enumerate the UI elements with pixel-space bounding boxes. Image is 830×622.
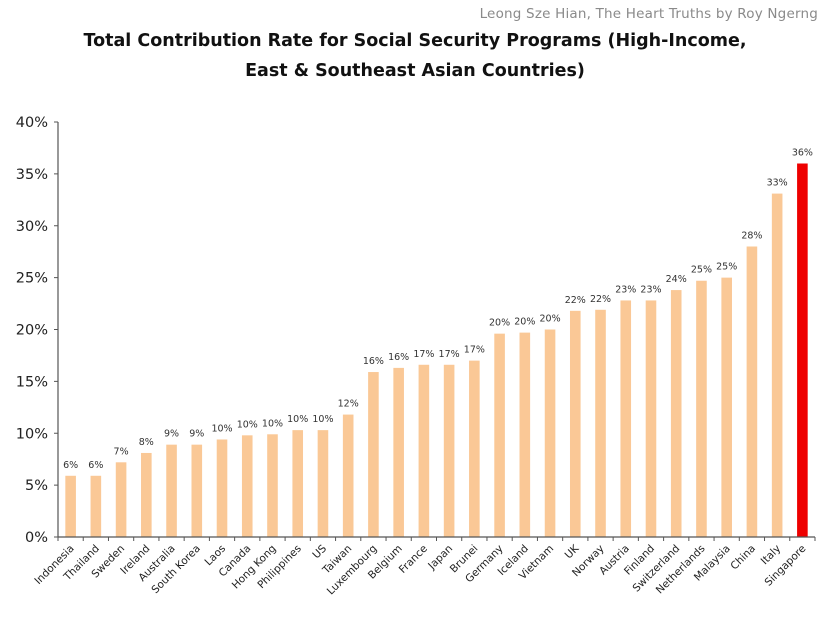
data-label: 10% bbox=[262, 418, 283, 429]
data-label: 25% bbox=[716, 262, 737, 273]
data-label: 23% bbox=[615, 284, 636, 295]
data-label: 8% bbox=[139, 437, 154, 448]
data-label: 36% bbox=[792, 148, 813, 159]
bar-iceland bbox=[519, 332, 531, 537]
bar-brunei bbox=[469, 360, 480, 537]
bars-group bbox=[65, 163, 808, 537]
y-tick-label: 20% bbox=[16, 323, 48, 339]
data-label: 24% bbox=[666, 274, 687, 285]
data-label: 33% bbox=[767, 178, 788, 189]
bar-taiwan bbox=[342, 414, 354, 537]
bar-south-korea bbox=[191, 444, 203, 537]
data-label: 17% bbox=[464, 345, 485, 356]
chart-title-line-2: East & Southeast Asian Countries) bbox=[245, 61, 585, 81]
bar-germany bbox=[494, 333, 505, 537]
x-tick-label: China bbox=[728, 543, 758, 573]
data-label: 10% bbox=[237, 419, 258, 430]
data-label: 25% bbox=[691, 265, 712, 276]
bar-italy bbox=[771, 193, 783, 537]
bar-philippines bbox=[292, 430, 304, 537]
x-tick-label: France bbox=[397, 543, 430, 576]
bar-thailand bbox=[90, 475, 102, 537]
x-tick-label: US bbox=[310, 542, 329, 561]
bar-sweden bbox=[115, 462, 127, 537]
data-label: 17% bbox=[413, 349, 434, 360]
bar-ireland bbox=[141, 452, 152, 537]
bar-france bbox=[418, 364, 430, 537]
bar-netherlands bbox=[696, 280, 707, 537]
data-label: 28% bbox=[741, 231, 762, 242]
data-label: 6% bbox=[63, 460, 78, 471]
data-label: 16% bbox=[388, 352, 409, 363]
chart-title: Total Contribution Rate for Social Secur… bbox=[0, 26, 830, 86]
bar-luxembourg bbox=[368, 372, 379, 537]
data-label: 6% bbox=[88, 460, 103, 471]
y-tick-label: 30% bbox=[16, 219, 48, 235]
bar-vietnam bbox=[544, 329, 556, 537]
data-label: 10% bbox=[312, 414, 333, 425]
data-label: 20% bbox=[489, 318, 510, 329]
bar-belgium bbox=[393, 367, 404, 537]
data-label: 20% bbox=[539, 314, 560, 325]
bar-us bbox=[317, 430, 329, 537]
bar-laos bbox=[216, 439, 228, 537]
chart-title-line-1: Total Contribution Rate for Social Secur… bbox=[83, 31, 747, 51]
data-label: 23% bbox=[640, 284, 661, 295]
bar-uk bbox=[569, 310, 581, 537]
bar-austria bbox=[620, 300, 632, 537]
data-label: 22% bbox=[565, 295, 586, 306]
value-labels-group: 6% 6% 7% 8% 9% 9% 10% 10% 10% 10% 10% 12% 16% 16% 17% 1… bbox=[63, 148, 813, 471]
bar-singapore bbox=[797, 163, 808, 537]
y-tick-label: 0% bbox=[25, 530, 48, 546]
bar-finland bbox=[645, 300, 657, 537]
bar-japan bbox=[443, 364, 455, 537]
x-tick-label: UK bbox=[563, 542, 583, 562]
bar-malaysia bbox=[721, 277, 732, 537]
y-tick-label: 25% bbox=[16, 271, 48, 287]
bar-australia bbox=[166, 444, 177, 537]
data-label: 16% bbox=[363, 356, 384, 367]
data-label: 10% bbox=[287, 414, 308, 425]
x-labels-group: IndonesiaThailandSwedenIrelandAustraliaS… bbox=[32, 542, 808, 598]
data-label: 20% bbox=[514, 317, 535, 328]
source-credit: Leong Sze Hian, The Heart Truths by Roy … bbox=[479, 6, 818, 22]
data-label: 7% bbox=[114, 446, 129, 457]
bar-norway bbox=[595, 309, 606, 537]
y-tick-label: 40% bbox=[16, 115, 48, 131]
data-label: 12% bbox=[338, 399, 359, 410]
data-label: 10% bbox=[211, 423, 232, 434]
bar-china bbox=[746, 246, 758, 537]
bar-canada bbox=[241, 435, 253, 537]
data-label: 17% bbox=[439, 349, 460, 360]
y-tick-label: 15% bbox=[16, 374, 48, 390]
bar-hong-kong bbox=[267, 434, 278, 537]
y-ticks-group: 0% 5% 10% 15% 20% 25% 30% 35% 40% bbox=[16, 115, 58, 546]
data-label: 9% bbox=[189, 429, 204, 440]
bar-switzerland bbox=[670, 290, 682, 537]
data-label: 9% bbox=[164, 429, 179, 440]
data-label: 22% bbox=[590, 294, 611, 305]
y-tick-label: 10% bbox=[16, 426, 48, 442]
y-tick-label: 35% bbox=[16, 167, 48, 183]
y-tick-label: 5% bbox=[25, 478, 48, 494]
bar-indonesia bbox=[65, 475, 76, 537]
